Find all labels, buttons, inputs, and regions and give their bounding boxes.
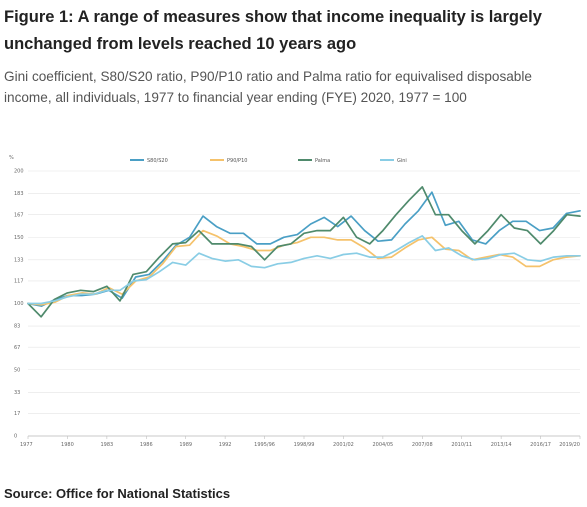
y-tick-label: 167 bbox=[14, 212, 24, 218]
y-tick-label: 83 bbox=[14, 324, 20, 330]
x-tick-label: 2013/14 bbox=[491, 442, 512, 448]
legend-label: Palma bbox=[315, 158, 330, 164]
series-lines bbox=[27, 186, 581, 318]
series-line-s80-s20 bbox=[27, 191, 581, 307]
x-tick-label: 1995/96 bbox=[254, 442, 275, 448]
y-tick-label: 100 bbox=[14, 301, 24, 307]
legend-label: S80/S20 bbox=[147, 158, 168, 164]
series-line-p90-p10 bbox=[27, 229, 581, 306]
line-chart: % 0 17 33 50 67 83 100 117 133 150 167 183 200 1977 19… bbox=[9, 155, 581, 448]
legend: S80/S20 P90/P10 Palma Gini bbox=[130, 158, 407, 164]
x-tick-label: 2016/17 bbox=[530, 442, 551, 448]
x-tick-label: 2004/05 bbox=[372, 442, 393, 448]
source-note: Source: Office for National Statistics bbox=[4, 486, 231, 501]
y-tick-label: 33 bbox=[14, 390, 20, 396]
x-tick-label: 1998/99 bbox=[294, 442, 315, 448]
y-tick-label: 67 bbox=[14, 345, 20, 351]
y-tick-label: 0 bbox=[14, 434, 17, 440]
y-tick-label: 133 bbox=[14, 257, 24, 263]
x-tick-label: 1989 bbox=[179, 442, 192, 448]
axes: % 0 17 33 50 67 83 100 117 133 150 167 183 200 1977 19… bbox=[9, 155, 581, 448]
grid-lines bbox=[28, 170, 580, 437]
x-tick-label: 2007/08 bbox=[412, 442, 433, 448]
legend-label: P90/P10 bbox=[227, 158, 247, 164]
y-tick-label: 17 bbox=[14, 411, 20, 417]
x-tick-label: 1983 bbox=[100, 442, 113, 448]
y-tick-label: 150 bbox=[14, 235, 24, 241]
x-tick-label: 1977 bbox=[20, 442, 33, 448]
y-axis-unit-label: % bbox=[9, 155, 14, 161]
figure-title: Figure 1: A range of measures show that … bbox=[4, 8, 542, 53]
figure-subtitle: Gini coefficient, S80/S20 ratio, P90/P10… bbox=[4, 69, 532, 105]
y-tick-label: 50 bbox=[14, 367, 20, 373]
y-tick-label: 183 bbox=[14, 191, 24, 197]
x-tick-label: 1980 bbox=[61, 442, 74, 448]
series-line-gini bbox=[27, 235, 581, 305]
x-tick-label: 2001/02 bbox=[333, 442, 354, 448]
x-tick-label: 2019/20 bbox=[559, 442, 580, 448]
y-tick-label: 200 bbox=[14, 169, 24, 175]
y-tick-label: 117 bbox=[14, 279, 24, 285]
x-tick-label: 1992 bbox=[219, 442, 232, 448]
x-tick-label: 1986 bbox=[140, 442, 153, 448]
series-line-palma bbox=[27, 186, 581, 318]
x-tick-label: 2010/11 bbox=[451, 442, 472, 448]
legend-label: Gini bbox=[397, 158, 407, 164]
